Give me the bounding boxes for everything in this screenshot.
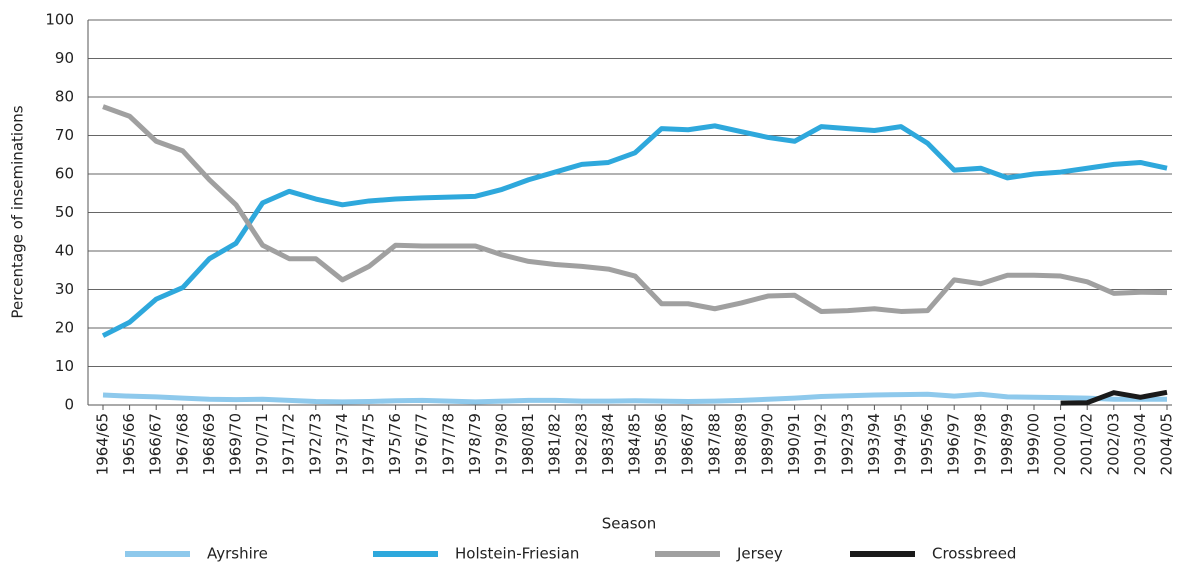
x-tick-label: 1972/73 <box>306 413 324 475</box>
x-tick-label: 1973/74 <box>333 413 351 475</box>
x-tick-label: 1975/76 <box>386 413 404 475</box>
y-axis-label: Percentage of inseminations <box>9 105 27 318</box>
legend-label: Jersey <box>736 545 783 563</box>
x-tick-label: 1982/83 <box>572 413 590 475</box>
x-tick-label: 1987/88 <box>705 413 723 475</box>
x-tick-label: 1971/72 <box>280 413 298 475</box>
y-tick-label: 20 <box>55 319 74 337</box>
y-tick-label: 70 <box>55 126 74 144</box>
x-tick-label: 1964/65 <box>94 413 112 475</box>
x-tick-label: 1984/85 <box>626 413 644 475</box>
x-tick-label: 1976/77 <box>413 413 431 475</box>
x-tick-label: 1969/70 <box>227 413 245 475</box>
x-tick-label: 1992/93 <box>838 413 856 475</box>
series-line <box>102 391 1167 405</box>
y-tick-label: 60 <box>55 165 74 183</box>
legend-label: Holstein-Friesian <box>455 545 579 563</box>
y-tick-label: 100 <box>45 11 74 29</box>
x-tick-label: 1970/71 <box>253 413 271 475</box>
x-tick-label: 1980/81 <box>519 413 537 475</box>
legend-label: Ayrshire <box>207 545 268 563</box>
x-tick-label: 1998/99 <box>998 413 1016 475</box>
x-tick-label: 1983/84 <box>599 413 617 475</box>
x-tick-label: 1968/69 <box>200 413 218 475</box>
x-tick-label: 2000/01 <box>1051 413 1069 475</box>
series-line <box>102 104 1168 314</box>
x-tick-label: 1989/90 <box>759 413 777 475</box>
legend-label: Crossbreed <box>932 545 1016 563</box>
y-tick-label: 0 <box>64 396 74 414</box>
y-tick-label: 40 <box>55 242 74 260</box>
x-tick-label: 1999/00 <box>1025 413 1043 475</box>
y-tick-label: 90 <box>55 49 74 67</box>
x-tick-label: 1991/92 <box>812 413 830 475</box>
x-tick-label: 1979/80 <box>493 413 511 475</box>
x-tick-label: 1985/86 <box>652 413 670 475</box>
series-line <box>1060 389 1168 406</box>
x-tick-label: 1965/66 <box>120 413 138 475</box>
x-tick-label: 2002/03 <box>1104 413 1122 475</box>
x-tick-label: 1974/75 <box>360 413 378 475</box>
y-tick-label: 80 <box>55 88 74 106</box>
y-tick-label: 50 <box>55 203 74 221</box>
x-tick-label: 1978/79 <box>466 413 484 475</box>
x-tick-label: 2003/04 <box>1131 413 1149 475</box>
x-tick-label: 1966/67 <box>147 413 165 475</box>
y-tick-label: 10 <box>55 357 74 375</box>
x-tick-label: 2004/05 <box>1158 413 1176 475</box>
x-tick-label: 1995/96 <box>918 413 936 475</box>
x-tick-label: 1977/78 <box>439 413 457 475</box>
x-tick-label: 1981/82 <box>546 413 564 475</box>
x-tick-label: 1988/89 <box>732 413 750 475</box>
x-tick-label: 1967/68 <box>173 413 191 475</box>
x-tick-label: 1994/95 <box>892 413 910 475</box>
x-tick-label: 1993/94 <box>865 413 883 475</box>
y-tick-label: 30 <box>55 280 74 298</box>
x-tick-label: 1986/87 <box>679 413 697 475</box>
x-tick-label: 2001/02 <box>1078 413 1096 475</box>
x-tick-label: 1996/97 <box>945 413 963 475</box>
x-tick-label: 1990/91 <box>785 413 803 475</box>
x-tick-label: 1997/98 <box>971 413 989 475</box>
x-axis-label: Season <box>602 515 656 533</box>
series-line <box>101 123 1168 338</box>
